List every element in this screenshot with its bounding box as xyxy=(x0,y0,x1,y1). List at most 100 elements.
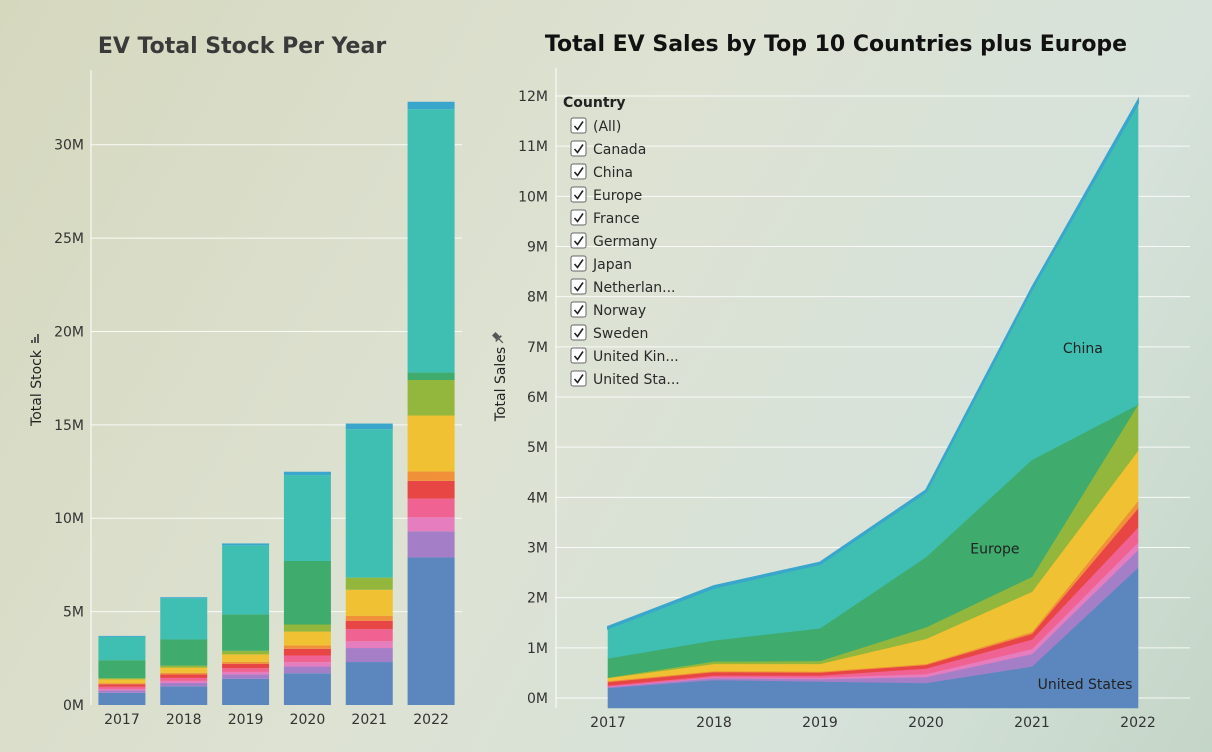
country-filter-label: Canada xyxy=(593,142,646,158)
stock-bar-segment[interactable] xyxy=(407,372,455,381)
stock-bar-segment[interactable] xyxy=(345,589,393,616)
stock-bar-segment[interactable] xyxy=(283,624,331,632)
checkbox[interactable] xyxy=(570,209,587,226)
stock-bar-segment[interactable] xyxy=(407,109,455,373)
stock-bar-segment[interactable] xyxy=(345,641,393,649)
country-filter-item[interactable]: Sweden xyxy=(570,324,648,342)
country-filter-label: China xyxy=(593,165,633,181)
checkbox[interactable] xyxy=(570,117,587,134)
country-filter-item[interactable]: Japan xyxy=(570,255,632,273)
stock-bar-segment[interactable] xyxy=(160,672,208,675)
stock-axis-menu-icon[interactable] xyxy=(31,334,39,343)
sales-area-band[interactable] xyxy=(607,96,1139,630)
stock-bar-segment[interactable] xyxy=(345,423,393,430)
sales-y-axis-label: Total Sales xyxy=(493,347,509,422)
stock-bar-segment[interactable] xyxy=(222,545,270,615)
stock-bar-segment[interactable] xyxy=(98,678,146,680)
stock-bar-segment[interactable] xyxy=(98,635,146,637)
stock-y-axis-label-group: Total Stock xyxy=(29,349,45,427)
country-filter-item[interactable]: (All) xyxy=(570,117,621,135)
stock-bar-segment[interactable] xyxy=(283,655,331,663)
checkbox[interactable] xyxy=(570,324,587,341)
stock-bar-segment[interactable] xyxy=(160,674,208,678)
checkbox[interactable] xyxy=(570,347,587,364)
stock-bar-segment[interactable] xyxy=(222,650,270,655)
country-filter-item[interactable]: Germany xyxy=(570,232,657,250)
stock-bar-segment[interactable] xyxy=(98,686,146,689)
stock-bar-segment[interactable] xyxy=(283,662,331,667)
stock-bar-segment[interactable] xyxy=(98,679,146,684)
stock-bar-segment[interactable] xyxy=(283,631,331,646)
checkbox[interactable] xyxy=(570,140,587,157)
country-filter-item[interactable]: France xyxy=(570,209,640,227)
stock-bar-segment[interactable] xyxy=(160,677,208,681)
stock-bar-segment[interactable] xyxy=(407,380,455,416)
stock-bar-segment[interactable] xyxy=(345,629,393,642)
stock-bar-segment[interactable] xyxy=(407,531,455,558)
stock-bar-segment[interactable] xyxy=(407,471,455,481)
stock-bar-segment[interactable] xyxy=(160,598,208,640)
stock-bar-segment[interactable] xyxy=(407,415,455,472)
stock-bar-segment[interactable] xyxy=(283,648,331,656)
stock-bar-segment[interactable] xyxy=(345,429,393,578)
stock-bar-segment[interactable] xyxy=(283,475,331,562)
stock-bar-segment[interactable] xyxy=(98,690,146,693)
stock-bar-segment[interactable] xyxy=(160,639,208,666)
stock-bar-segment[interactable] xyxy=(407,557,455,705)
stock-bar-segment[interactable] xyxy=(407,498,455,518)
country-filter-item[interactable]: United Sta... xyxy=(570,370,680,388)
check-icon xyxy=(573,121,584,131)
stock-bar-segment[interactable] xyxy=(222,614,270,651)
country-filter-item[interactable]: China xyxy=(570,163,633,181)
checkbox[interactable] xyxy=(570,186,587,203)
stock-bar-segment[interactable] xyxy=(345,620,393,630)
stock-bar-segment[interactable] xyxy=(222,671,270,675)
stock-bar-segment[interactable] xyxy=(160,686,208,705)
stock-bar-segment[interactable] xyxy=(160,597,208,599)
stock-bar-segment[interactable] xyxy=(407,517,455,532)
pin-icon[interactable] xyxy=(491,331,506,346)
stock-bar-segment[interactable] xyxy=(98,684,146,687)
checkbox[interactable] xyxy=(570,278,587,295)
stock-bar-segment[interactable] xyxy=(98,636,146,661)
checkbox[interactable] xyxy=(570,255,587,272)
country-filter-item[interactable]: Europe xyxy=(570,186,642,204)
stock-bar-segment[interactable] xyxy=(160,665,208,668)
stock-bar-segment[interactable] xyxy=(345,577,393,590)
country-filter-item[interactable]: Canada xyxy=(570,140,646,158)
stock-bar-segment[interactable] xyxy=(407,101,455,110)
stock-bar-segment[interactable] xyxy=(98,692,146,705)
stock-bar-segment[interactable] xyxy=(345,648,393,663)
checkbox[interactable] xyxy=(570,163,587,180)
stock-bar-segment[interactable] xyxy=(222,543,270,546)
stock-bar-segment[interactable] xyxy=(407,480,455,499)
country-filter-item[interactable]: United Kin... xyxy=(570,347,679,365)
stock-bar-segment[interactable] xyxy=(222,663,270,669)
stock-bar-segment[interactable] xyxy=(98,688,146,691)
sales-y-tick-label: 10M xyxy=(518,189,548,205)
checkbox[interactable] xyxy=(570,370,587,387)
stock-bar-segment[interactable] xyxy=(160,667,208,673)
stock-bar-segment[interactable] xyxy=(222,661,270,664)
checkbox[interactable] xyxy=(570,232,587,249)
stock-bar-segment[interactable] xyxy=(160,682,208,687)
stock-bar-segment[interactable] xyxy=(345,662,393,705)
stock-bar-segment[interactable] xyxy=(98,683,146,685)
stock-bar-segment[interactable] xyxy=(222,668,270,672)
country-filter-item[interactable]: Norway xyxy=(570,301,646,319)
stock-bar-segment[interactable] xyxy=(160,680,208,683)
stock-bar-segment[interactable] xyxy=(98,660,146,679)
stock-bar-segment[interactable] xyxy=(222,654,270,662)
checkbox[interactable] xyxy=(570,301,587,318)
stock-bar-segment[interactable] xyxy=(222,678,270,705)
stock-bar-segment[interactable] xyxy=(283,561,331,625)
stock-bar-segment[interactable] xyxy=(283,673,331,705)
country-filter-item[interactable]: Netherlan... xyxy=(570,278,676,296)
stock-y-tick-label: 20M xyxy=(54,324,84,340)
stock-bar-segment[interactable] xyxy=(283,645,331,649)
sales-areas xyxy=(607,96,1139,709)
stock-bar-segment[interactable] xyxy=(283,666,331,674)
stock-bar-segment[interactable] xyxy=(222,674,270,679)
stock-bar-segment[interactable] xyxy=(345,615,393,621)
stock-bar-segment[interactable] xyxy=(283,471,331,476)
